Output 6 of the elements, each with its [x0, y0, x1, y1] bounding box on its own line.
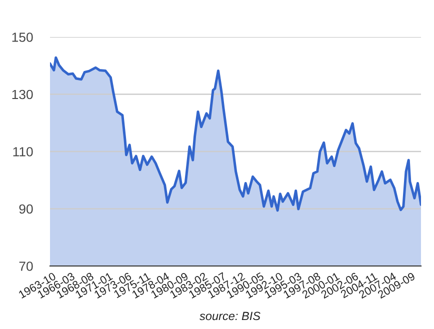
source-note: source: BIS	[200, 312, 260, 320]
y-tick-label: 90	[19, 204, 33, 214]
y-tick-label: 130	[12, 90, 33, 100]
y-tick-label: 70	[19, 262, 33, 271]
y-tick-label: 150	[12, 32, 33, 42]
y-tick-label: 110	[13, 147, 33, 156]
